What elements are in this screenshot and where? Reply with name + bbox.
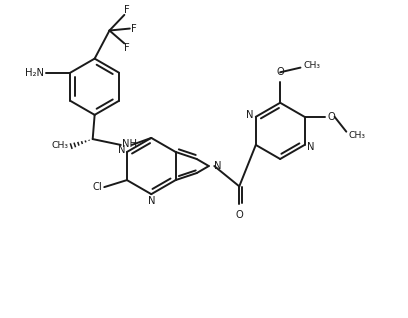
Text: O: O <box>276 67 284 77</box>
Text: H₂N: H₂N <box>25 68 44 78</box>
Text: F: F <box>131 24 137 34</box>
Text: N: N <box>307 142 314 151</box>
Text: N: N <box>246 110 254 120</box>
Text: F: F <box>124 5 130 15</box>
Text: N: N <box>148 196 155 206</box>
Text: CH₃: CH₃ <box>304 61 321 70</box>
Text: O: O <box>328 112 335 122</box>
Text: N: N <box>118 145 125 156</box>
Text: Cl: Cl <box>92 182 102 192</box>
Text: CH₃: CH₃ <box>52 141 69 150</box>
Text: F: F <box>124 44 130 53</box>
Text: N: N <box>214 161 222 171</box>
Text: NH: NH <box>122 139 137 149</box>
Text: O: O <box>235 210 243 220</box>
Text: CH₃: CH₃ <box>349 131 366 140</box>
